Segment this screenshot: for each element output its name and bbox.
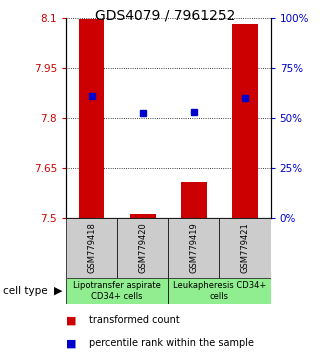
Text: ▶: ▶ [53,286,62,296]
Text: GSM779418: GSM779418 [87,222,96,273]
Bar [117,218,168,278]
Text: GSM779420: GSM779420 [138,222,147,273]
Text: GSM779421: GSM779421 [241,222,249,273]
Bar [168,218,219,278]
Bar [66,218,117,278]
Bar [232,24,258,218]
Text: GDS4079 / 7961252: GDS4079 / 7961252 [95,9,235,23]
Text: cell type: cell type [3,286,48,296]
Text: Lipotransfer aspirate
CD34+ cells: Lipotransfer aspirate CD34+ cells [73,281,161,301]
Bar [168,278,271,304]
Text: ■: ■ [66,315,77,325]
Bar [130,214,155,218]
Text: GSM779419: GSM779419 [189,222,198,273]
Text: ■: ■ [66,338,77,348]
Bar [66,278,168,304]
Bar [219,218,271,278]
Text: percentile rank within the sample: percentile rank within the sample [89,338,254,348]
Text: transformed count: transformed count [89,315,180,325]
Bar [79,19,104,218]
Bar [181,182,207,218]
Text: Leukapheresis CD34+
cells: Leukapheresis CD34+ cells [173,281,266,301]
